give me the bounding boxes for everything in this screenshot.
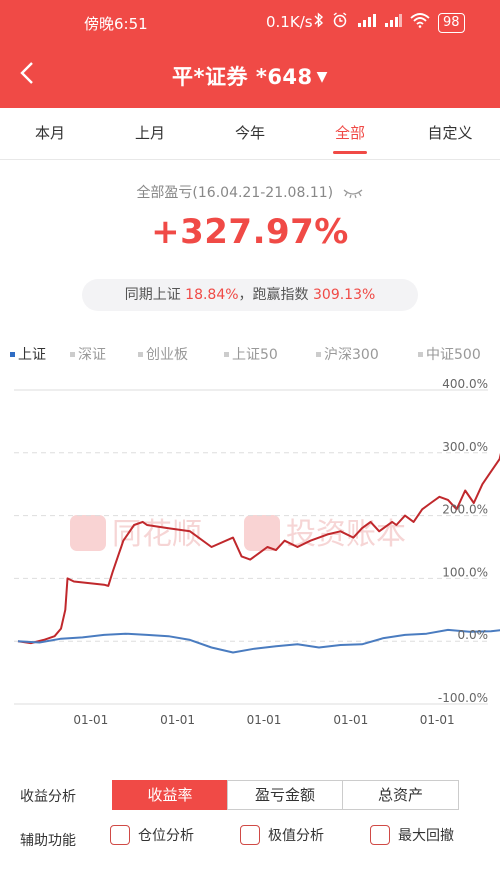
compare-mid: ，跑赢指数	[238, 287, 313, 303]
y-axis-ticks: 400.0% 300.0% 200.0% 100.0% 0.0% -100.0%	[438, 377, 488, 705]
checkbox-icon	[370, 825, 390, 845]
signal-icon	[384, 12, 402, 34]
portfolio-series-line	[17, 452, 500, 645]
summary-label: 全部盈亏(16.04.21-21.08.11)	[136, 185, 334, 201]
bluetooth-icon	[314, 12, 324, 34]
y-tick-label: 300.0%	[442, 440, 488, 454]
x-axis-ticks: 01-01 01-01 01-01 01-01 01-01	[73, 713, 454, 727]
legend-item-shanghai[interactable]: 上证	[10, 344, 46, 364]
index-legend: 上证 深证 创业板 上证50 沪深300 中证500	[10, 344, 500, 366]
tab-all[interactable]: 全部	[300, 108, 400, 160]
tab-this-month[interactable]: 本月	[34, 124, 65, 142]
signal-hd-icon	[356, 12, 376, 34]
status-time: 傍晚6:51	[84, 15, 148, 33]
outperform-value: 309.13%	[313, 287, 376, 303]
account-selector[interactable]: 平*证券 *648 ▼	[0, 61, 500, 91]
checkbox-icon	[240, 825, 260, 845]
compare-prefix: 同期上证	[124, 287, 186, 303]
summary-header: 全部盈亏(16.04.21-21.08.11)	[0, 182, 500, 203]
legend-item-csi500[interactable]: 中证500	[418, 344, 481, 364]
segment-total-assets[interactable]: 总资产	[342, 780, 459, 810]
check-position-analysis[interactable]: 仓位分析	[110, 825, 194, 847]
eye-closed-icon[interactable]	[342, 187, 364, 203]
alarm-icon	[332, 12, 348, 34]
analysis-controls: 收益分析 收益率 盈亏金额 总资产 辅助功能 仓位分析 极值分析 最大回撤	[0, 778, 500, 868]
period-tabs: 本月 上月 今年 全部 自定义	[0, 108, 500, 160]
check-max-drawdown[interactable]: 最大回撤	[370, 825, 454, 847]
watermark-text-left: 同花顺	[112, 517, 202, 552]
watermark-logo-right	[244, 515, 280, 551]
y-tick-label: 0.0%	[458, 628, 489, 642]
tab-custom[interactable]: 自定义	[427, 124, 473, 142]
aux-label: 辅助功能	[20, 833, 76, 849]
legend-item-csi300[interactable]: 沪深300	[316, 344, 379, 364]
status-icons: 98	[314, 12, 465, 34]
watermark-logo-left	[70, 515, 106, 551]
legend-item-chinext[interactable]: 创业板	[138, 344, 188, 364]
legend-item-shenzhen[interactable]: 深证	[70, 344, 106, 364]
y-tick-label: 200.0%	[442, 503, 488, 517]
x-tick-label: 01-01	[333, 713, 368, 727]
returns-chart[interactable]: 同花顺 投资账本 400.0%300.0%200.0%100.0%0.0%-10…	[0, 372, 500, 752]
analysis-label: 收益分析	[20, 789, 76, 805]
chart-grid	[14, 389, 488, 705]
segment-return-rate[interactable]: 收益率	[112, 780, 228, 810]
chart-series	[17, 452, 500, 654]
wifi-icon	[410, 12, 430, 34]
x-tick-label: 01-01	[160, 713, 195, 727]
battery-icon: 98	[438, 13, 465, 33]
segment-profit-amount[interactable]: 盈亏金额	[227, 780, 343, 810]
legend-item-sse50[interactable]: 上证50	[224, 344, 278, 364]
back-arrow-icon[interactable]	[14, 58, 42, 88]
total-return-value: +327.97%	[151, 212, 349, 252]
main-panel: 全部盈亏(16.04.21-21.08.11) +327.97% 同期上证 18…	[0, 160, 500, 875]
index-series-line	[17, 628, 500, 654]
x-tick-label: 01-01	[73, 713, 108, 727]
index-return-value: 18.84%	[185, 287, 239, 303]
network-speed: 0.1K/s	[266, 13, 313, 31]
tab-last-month[interactable]: 上月	[134, 124, 165, 142]
x-tick-label: 01-01	[420, 713, 455, 727]
account-title: 平*证券 *648	[172, 65, 313, 89]
y-tick-label: -100.0%	[438, 691, 488, 705]
tab-this-year[interactable]: 今年	[234, 124, 265, 142]
app-header: 傍晚6:51 0.1K/s 98 平*证券 *648 ▼	[0, 0, 500, 108]
y-tick-label: 100.0%	[442, 565, 488, 579]
nav-bar: 平*证券 *648 ▼	[0, 50, 500, 98]
checkbox-icon	[110, 825, 130, 845]
status-bar: 傍晚6:51 0.1K/s 98	[0, 0, 500, 44]
x-tick-label: 01-01	[247, 713, 282, 727]
check-extreme-analysis[interactable]: 极值分析	[240, 825, 324, 847]
chevron-down-icon: ▼	[316, 69, 328, 85]
y-tick-label: 400.0%	[442, 377, 488, 391]
index-compare-box: 同期上证 18.84%，跑赢指数 309.13%	[82, 279, 418, 311]
